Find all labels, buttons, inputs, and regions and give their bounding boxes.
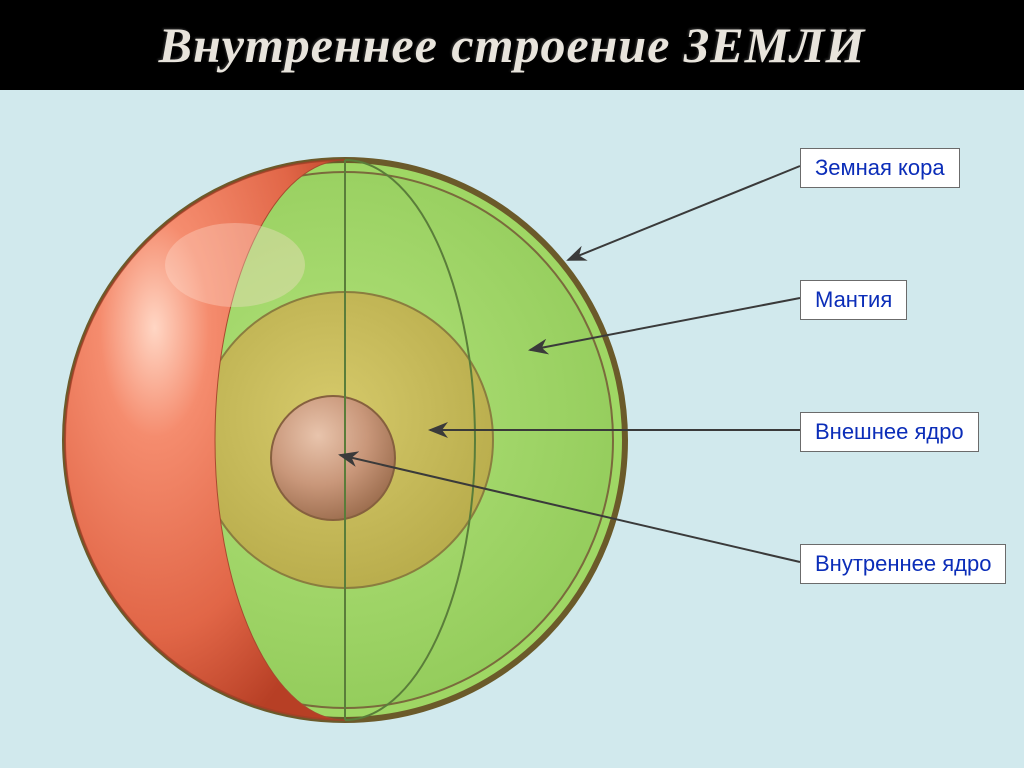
page-title: Внутреннее строение ЗЕМЛИ	[159, 16, 866, 74]
label-inner-core: Внутреннее ядро	[800, 544, 1006, 584]
title-bar: Внутреннее строение ЗЕМЛИ	[0, 0, 1024, 90]
diagram-area: Земная кора Мантия Внешнее ядро Внутренн…	[0, 90, 1024, 768]
layer-inner-core	[271, 396, 395, 520]
label-mantle: Мантия	[800, 280, 907, 320]
sphere-highlight	[165, 223, 305, 307]
label-outer-core: Внешнее ядро	[800, 412, 979, 452]
label-crust: Земная кора	[800, 148, 960, 188]
arrow-crust	[568, 166, 800, 260]
